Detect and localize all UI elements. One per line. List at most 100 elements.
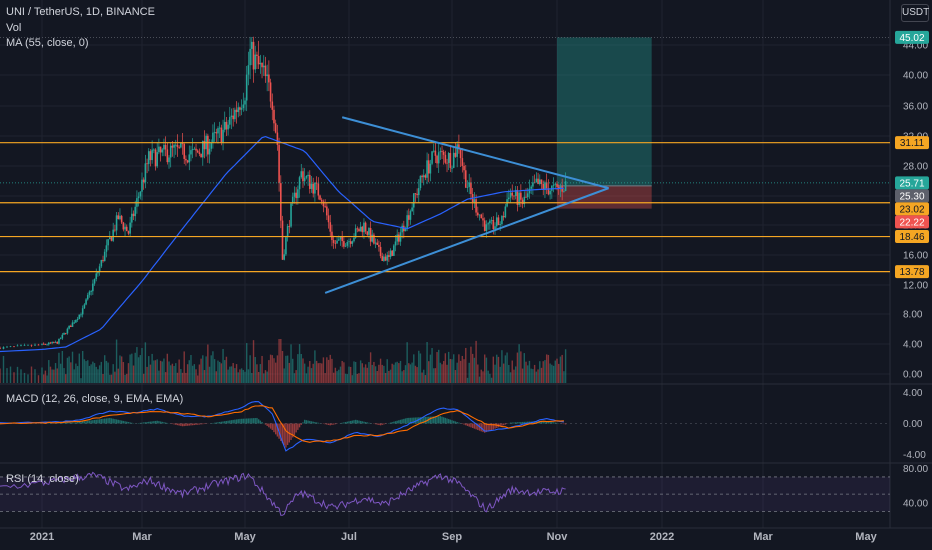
volume-bar [348,366,350,383]
macd-histogram-bar [484,423,486,433]
volume-bar [406,342,408,383]
candle-body [81,308,84,315]
macd-histogram-bar [482,423,484,433]
volume-bar [37,375,40,383]
volume-bar [249,355,251,383]
macd-histogram-bar [246,418,248,424]
volume-bar [366,367,368,383]
volume-bar [442,361,445,383]
volume-bar [459,360,462,383]
candle-body [269,82,272,102]
volume-bar [178,359,180,383]
macd-histogram-bar [139,422,142,424]
candle-body [381,256,384,261]
candle-body [520,192,522,200]
volume-bar [386,359,388,383]
currency-badge[interactable]: USDT [901,4,929,22]
macd-histogram-bar [259,420,262,424]
long-position-tool[interactable] [557,37,652,209]
volume-bar [363,367,365,383]
candle-body [401,225,403,233]
candle-body [310,183,313,189]
macd-histogram-bar [468,423,470,427]
symbol-legend[interactable]: UNI / TetherUS, 1D, BINANCE [6,6,155,18]
macd-histogram-bar [374,423,377,425]
volume-bar [195,369,197,383]
candle-body [163,144,165,150]
macd-histogram-bar [195,423,197,425]
volume-bar [334,367,337,383]
volume-bar [222,348,224,383]
time-tick-label: Nov [547,531,569,543]
candle-body [408,215,410,220]
volume-bar [554,360,556,383]
macd-histogram-bar [547,421,550,424]
volume-bar [391,363,393,383]
volume-bar [336,371,338,383]
candle-body [208,148,211,155]
candle-body [176,144,179,148]
price-tick-label: 36.00 [903,102,928,113]
macd-legend[interactable]: MACD (12, 26, close, 9, EMA, EMA) [6,393,184,405]
volume-bar [257,371,260,383]
macd-histogram-bar [331,423,333,425]
vol-legend[interactable]: Vol [6,22,22,34]
macd-histogram-bar [454,421,457,424]
volume-bar [100,361,103,383]
volume-bar [388,370,390,383]
macd-histogram-bar [552,422,555,424]
volume-bar [295,370,297,383]
volume-bar [349,366,352,383]
ma-legend[interactable]: MA (55, close, 0) [6,37,89,49]
horizontal-levels[interactable] [0,36,890,273]
candle-body [273,109,275,124]
volume-bar [98,365,101,383]
candle-body [353,237,355,242]
volume-bar [368,362,370,383]
macd-histogram-bar [76,422,79,424]
candle-body [374,242,377,244]
volume-bar [332,372,335,383]
macd-histogram-bar [327,423,330,425]
candle-body [122,222,125,230]
time-axis[interactable]: 2021 Mar May Jul Sep Nov 2022 Mar May [30,531,878,543]
candle-body [532,182,534,187]
volume-bar [305,373,308,383]
macd-histogram-bar [81,421,84,424]
volume-bar [76,366,79,383]
price-tag [895,202,929,216]
candle-body [107,239,109,246]
macd-histogram-bar [447,419,450,424]
volume-bar [119,355,121,383]
macd-histogram-bar [315,422,318,424]
candle-body [37,344,40,346]
candle-body [351,241,354,244]
macd-histogram-bar [292,423,294,438]
rsi-legend[interactable]: RSI (14, close) [6,473,79,485]
candle-body [464,170,467,188]
volume-bar [115,339,118,383]
volume-bar [429,354,432,383]
candle-body [234,109,236,120]
candle-body [154,149,157,167]
candle-body [458,144,460,150]
candle-body [217,128,219,134]
volume-bar [297,354,299,383]
candle-body [478,214,481,216]
triangle-pattern[interactable] [324,116,609,294]
candle-body [190,150,192,155]
candle-body [544,182,546,190]
volume-bar [264,370,267,383]
volume-bar [171,363,174,383]
volume-bar [215,371,217,383]
candle-body [373,234,375,244]
macd-histogram-bar [235,419,238,424]
candle-body [166,149,169,163]
macd-histogram-bar [381,423,383,425]
macd-histogram-bar [556,422,558,424]
volume-bar [235,364,238,383]
volume-bar [436,352,438,383]
candle-body [218,127,221,129]
candle-body [147,151,150,165]
